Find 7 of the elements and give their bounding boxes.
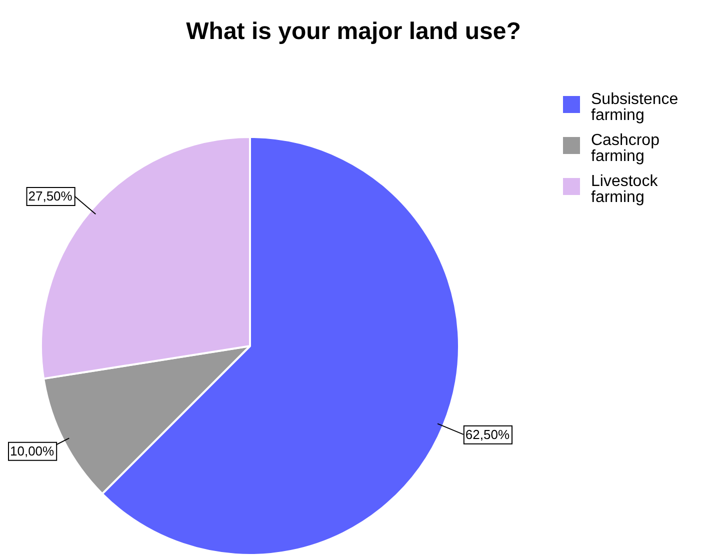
legend-label: Subsistence farming <box>591 91 680 124</box>
legend-label: Cashcrop farming <box>591 132 660 165</box>
legend-label: Livestock farming <box>591 173 659 206</box>
chart-title: What is your major land use? <box>185 18 522 46</box>
data-label: 10,00% <box>10 443 55 458</box>
data-label: 62,50% <box>465 426 510 442</box>
data-label: 27,50% <box>28 188 73 204</box>
